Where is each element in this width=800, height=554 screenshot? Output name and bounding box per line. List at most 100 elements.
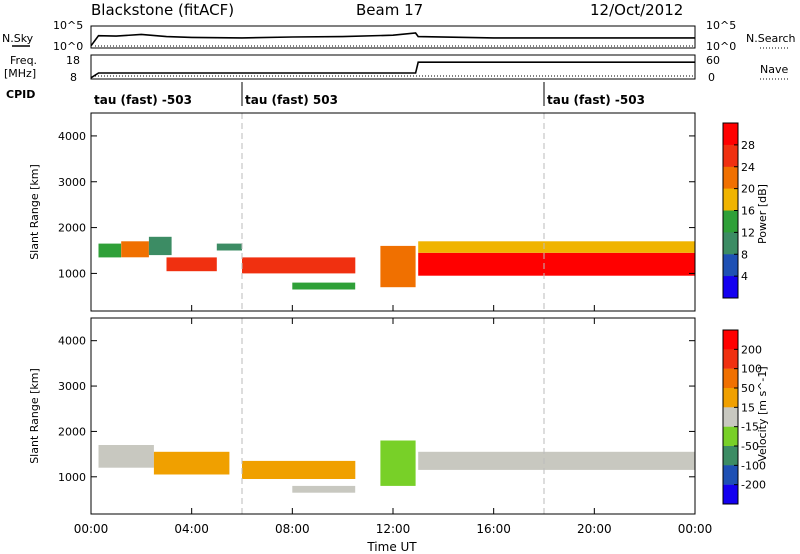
cpid-segment-label: tau (fast) -503 <box>94 93 192 107</box>
colorbar-swatch <box>723 276 738 299</box>
noise-panel <box>90 25 696 49</box>
colorbar-swatch <box>723 232 738 255</box>
colorbar-frame <box>722 329 739 505</box>
colorbar-swatch <box>723 144 738 168</box>
time-tick-label: 20:00 <box>577 522 612 536</box>
heatmap-cell <box>380 440 416 486</box>
colorbar-swatch <box>723 188 738 211</box>
colorbar-swatch <box>723 388 738 408</box>
time-tick-label: 00:00 <box>74 522 109 536</box>
velocity-range-axis: 1000 2000 3000 4000 <box>58 335 695 484</box>
colorbar-tick-label: 200 <box>741 343 762 356</box>
colorbar-swatch <box>723 166 738 189</box>
heatmap-cell <box>216 243 242 251</box>
colorbar-swatch <box>723 484 738 505</box>
time-tick-label: 00:00 <box>678 522 713 536</box>
cpid-segment-label: tau (fast) -503 <box>547 93 645 107</box>
power-range-axis-label: Slant Range [km] <box>28 164 41 260</box>
colorbar-tick-label: 28 <box>741 139 755 152</box>
time-axis: 00:00 04:00 08:00 12:00 16:00 20:00 00:00 <box>74 305 713 536</box>
power-colorbar: 4 8 12 16 20 24 28 <box>722 122 755 299</box>
power-heatmap <box>98 113 695 311</box>
noise-left-bottom-tick: 10^0 <box>53 40 83 53</box>
nave-tick-top: 60 <box>706 54 720 67</box>
freq-label-line2: [MHz] <box>4 67 36 80</box>
colorbar-tick-label: 20 <box>741 183 755 196</box>
time-tick-label: 16:00 <box>476 522 511 536</box>
power-colorbar-label: Power [dB] <box>756 184 769 244</box>
colorbar-tick-label: 12 <box>741 226 755 239</box>
range-tick-label: 3000 <box>58 176 86 189</box>
colorbar-swatch <box>723 368 738 389</box>
nsearch-label: N.Search <box>746 32 796 45</box>
date-title: 12/Oct/2012 <box>590 1 683 19</box>
freq-panel <box>90 54 696 80</box>
heatmap-cell <box>292 282 356 290</box>
colorbar-tick-label: 15 <box>741 401 755 414</box>
colorbar-swatch <box>723 210 738 233</box>
time-tick-label: 04:00 <box>174 522 209 536</box>
nsky-label: N.Sky <box>2 32 34 45</box>
colorbar-swatch <box>723 426 738 447</box>
noise-left-top-tick: 10^5 <box>53 19 83 32</box>
velocity-heatmap <box>98 318 695 514</box>
time-tick-label: 12:00 <box>376 522 411 536</box>
beam-title: Beam 17 <box>356 1 423 19</box>
velocity-colorbar-label: Velocity [m s^-1] <box>756 366 769 461</box>
colorbar-swatch <box>723 407 738 427</box>
cpid-label: CPID <box>6 88 35 101</box>
nsky-series-line <box>90 32 695 47</box>
velocity-range-axis-label: Slant Range [km] <box>28 368 41 464</box>
colorbar-swatch <box>723 254 738 277</box>
noise-right-top-tick: 10^5 <box>706 19 736 32</box>
colorbar-tick-label: 16 <box>741 205 755 218</box>
heatmap-cell <box>418 451 695 470</box>
colorbar-swatch <box>723 446 738 466</box>
cpid-segment-label: tau (fast) 503 <box>245 93 338 107</box>
colorbar-swatch <box>723 330 738 350</box>
colorbar-tick-label: -100 <box>741 459 766 472</box>
heatmap-cell <box>418 241 695 253</box>
heatmap-cell <box>380 245 416 288</box>
colorbar-tick-label: -200 <box>741 479 766 492</box>
colorbar-swatch <box>723 465 738 485</box>
colorbar-tick-label: -15 <box>741 421 759 434</box>
range-tick-label: 4000 <box>58 335 86 348</box>
range-tick-label: 2000 <box>58 425 86 438</box>
heatmap-cell <box>166 257 217 272</box>
power-range-axis: 1000 2000 3000 4000 <box>58 130 695 280</box>
colorbar-tick-label: 24 <box>741 161 755 174</box>
heatmap-cell <box>98 445 154 468</box>
freq-series-line <box>90 61 695 79</box>
heatmap-cell <box>98 243 122 258</box>
freq-tick-bottom: 8 <box>70 71 77 84</box>
freq-tick-top: 18 <box>66 54 80 67</box>
colorbar-tick-label: 8 <box>741 248 748 261</box>
range-tick-label: 3000 <box>58 380 86 393</box>
range-tick-label: 4000 <box>58 130 86 143</box>
heatmap-cell <box>153 451 230 475</box>
cpid-segments: tau (fast) -503 tau (fast) 503 tau (fast) … <box>94 82 645 107</box>
colorbar-tick-label: 50 <box>741 382 755 395</box>
heatmap-cell <box>148 236 172 256</box>
colorbar-swatch <box>723 123 738 146</box>
freq-label-line1: Freq. <box>10 54 37 67</box>
heatmap-cell <box>292 485 356 493</box>
velocity-colorbar: 200 100 50 15 -15 -50 -100 -200 <box>722 329 766 505</box>
colorbar-tick-label: 4 <box>741 270 748 283</box>
colorbar-swatch <box>723 349 738 369</box>
colorbar-tick-label: 100 <box>741 363 762 376</box>
heatmap-cell <box>242 460 356 479</box>
range-tick-label: 1000 <box>58 471 86 484</box>
heatmap-cell <box>242 257 356 274</box>
time-axis-label: Time UT <box>366 540 417 554</box>
colorbar-tick-label: -50 <box>741 440 759 453</box>
noise-right-bottom-tick: 10^0 <box>706 40 736 53</box>
heatmap-cell <box>121 241 149 258</box>
nave-tick-bottom: 0 <box>708 71 715 84</box>
nave-label: Nave <box>760 63 788 76</box>
time-tick-label: 08:00 <box>275 522 310 536</box>
heatmap-cell <box>418 252 695 276</box>
range-tick-label: 2000 <box>58 222 86 235</box>
